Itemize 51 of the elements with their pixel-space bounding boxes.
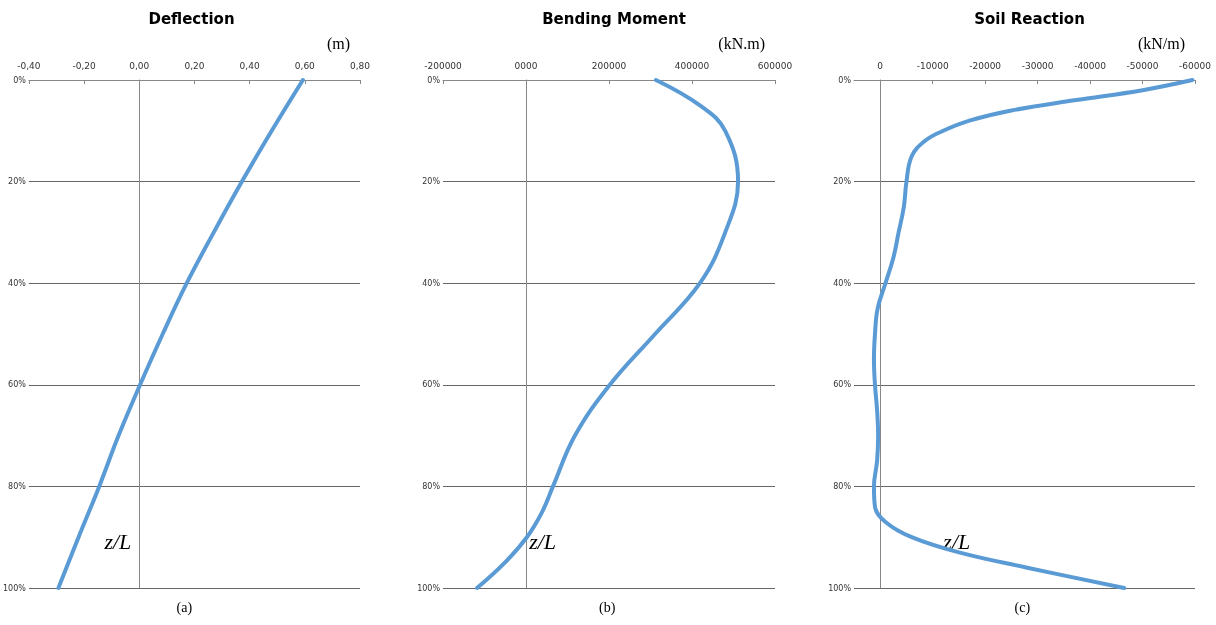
x-tick-label: -10000	[916, 60, 949, 71]
x-tick-label: -0,20	[72, 60, 96, 71]
x-tick-label: 400000	[674, 60, 710, 71]
x-tick-label: -30000	[1021, 60, 1054, 71]
y-tick-label: 60%	[833, 380, 852, 390]
x-tick-label: 0,00	[129, 60, 150, 71]
y-tick-label: 0%	[13, 75, 27, 85]
x-tick-label: 0,60	[294, 60, 316, 71]
x-tick-label: 0000	[514, 60, 538, 71]
x-tick-label: -40000	[1074, 60, 1107, 71]
y-tick-label: 60%	[8, 380, 27, 390]
y-tick-label: 40%	[8, 278, 27, 288]
chart-title: Soil Reaction	[974, 9, 1085, 28]
x-axis-title: (kN.m)	[718, 34, 765, 53]
y-tick-label: 60%	[422, 380, 441, 390]
x-tick-label: 0	[877, 60, 884, 71]
x-tick-label: -0,40	[17, 60, 41, 71]
x-tick-label: 0,80	[349, 60, 371, 71]
x-tick-label: 0,20	[184, 60, 205, 71]
line-series	[475, 78, 741, 590]
line-series	[871, 78, 1195, 590]
y-tick-label: 40%	[422, 278, 441, 288]
y-tick-label: 80%	[833, 481, 852, 491]
y-axis-title: z/L	[528, 528, 557, 554]
y-tick-label: 20%	[422, 177, 441, 187]
y-axis-title: z/L	[103, 528, 132, 554]
x-tick-label: -50000	[1126, 60, 1159, 71]
y-tick-label: 100%	[3, 583, 27, 593]
line-series	[56, 78, 305, 590]
chart-title: Bending Moment	[542, 9, 686, 28]
x-tick-label: 600000	[757, 60, 793, 71]
y-tick-label: 20%	[8, 177, 27, 187]
chart-title: Deflection	[148, 9, 235, 28]
text: (b)	[599, 599, 616, 616]
y-tick-label: 80%	[422, 481, 441, 491]
x-tick-label: -20000	[969, 60, 1002, 71]
x-tick-label: 200000	[591, 60, 627, 71]
x-tick-label: -200000	[424, 60, 463, 71]
y-tick-label: 100%	[828, 583, 852, 593]
y-tick-label: 100%	[417, 583, 441, 593]
x-axis-title: (m)	[326, 34, 351, 53]
text: (a)	[176, 599, 193, 616]
y-tick-label: 40%	[833, 278, 852, 288]
y-tick-label: 20%	[833, 177, 852, 187]
y-tick-label: 0%	[838, 75, 852, 85]
x-tick-label: -60000	[1179, 60, 1212, 71]
y-tick-label: 80%	[8, 481, 27, 491]
text: (c)	[1014, 599, 1031, 616]
x-axis-title: (kN/m)	[1137, 34, 1186, 53]
x-tick-label: 0,40	[239, 60, 260, 71]
y-tick-label: 0%	[427, 75, 441, 85]
